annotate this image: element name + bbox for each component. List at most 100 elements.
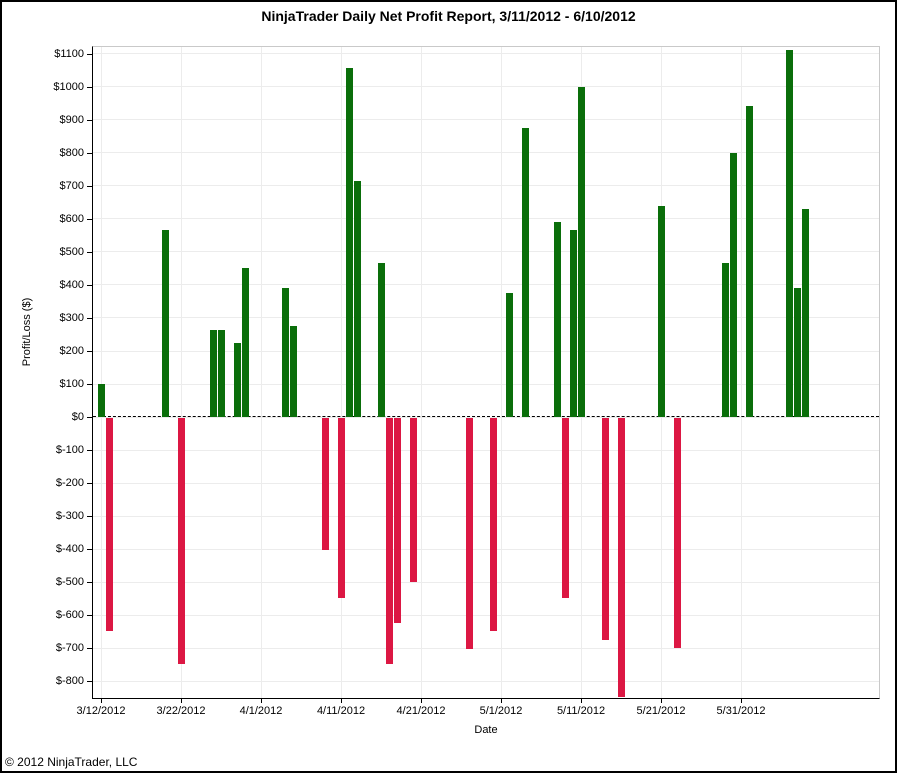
h-gridline xyxy=(93,680,879,682)
y-tick-label: $-100 xyxy=(55,444,84,457)
y-tick-label: $800 xyxy=(59,146,84,159)
profit-bar xyxy=(353,180,361,418)
y-tick-label: $900 xyxy=(59,113,84,126)
h-gridline xyxy=(93,581,879,583)
x-tick-label: 5/11/2012 xyxy=(556,705,606,717)
h-gridline xyxy=(93,515,879,517)
profit-bar xyxy=(281,288,289,418)
profit-bar xyxy=(553,222,561,418)
profit-bar xyxy=(505,293,513,418)
y-tick-label: $-700 xyxy=(55,642,84,655)
profit-bar xyxy=(97,384,105,418)
y-tick xyxy=(87,450,92,452)
y-tick xyxy=(87,86,92,88)
profit-bar xyxy=(233,342,241,418)
y-tick xyxy=(87,648,92,650)
v-gridline xyxy=(340,47,342,698)
y-tick xyxy=(87,284,92,286)
h-gridline xyxy=(93,53,879,55)
y-tick-label: $-300 xyxy=(55,510,84,523)
v-gridline xyxy=(740,47,742,698)
loss-bar xyxy=(409,418,417,582)
loss-bar xyxy=(385,418,393,665)
copyright-text: © 2012 NinjaTrader, LLC xyxy=(5,755,138,769)
report-title: NinjaTrader Daily Net Profit Report, 3/1… xyxy=(261,8,636,24)
y-tick-label: $100 xyxy=(59,378,84,391)
h-gridline xyxy=(93,251,879,253)
loss-bar xyxy=(105,418,113,632)
h-gridline xyxy=(93,152,879,154)
y-tick-label: $-500 xyxy=(55,576,84,589)
y-tick xyxy=(87,351,92,353)
h-gridline xyxy=(93,119,879,121)
y-tick xyxy=(87,53,92,55)
y-tick xyxy=(87,417,92,419)
profit-bar xyxy=(793,288,801,418)
y-tick-label: $700 xyxy=(59,179,84,192)
x-tick-label: 4/1/2012 xyxy=(239,705,283,717)
y-tick xyxy=(87,185,92,187)
x-tick xyxy=(181,699,182,703)
loss-bar xyxy=(673,418,681,648)
h-gridline xyxy=(93,548,879,550)
loss-bar xyxy=(177,418,185,665)
y-tick-label: $1100 xyxy=(54,47,84,60)
h-gridline xyxy=(93,614,879,616)
plot-area: $1100 $1000 $900 $800 $700 $600 $500 $400 $300 $2… xyxy=(53,46,880,717)
profit-bar xyxy=(721,263,729,418)
y-tick xyxy=(87,615,92,617)
y-tick xyxy=(87,681,92,683)
loss-bar xyxy=(321,418,329,551)
y-tick-label: $-400 xyxy=(55,543,84,556)
profit-bar xyxy=(785,50,793,418)
h-gridline xyxy=(93,86,879,88)
v-gridline xyxy=(420,47,422,698)
v-gridline xyxy=(100,47,102,698)
loss-bar xyxy=(561,418,569,599)
loss-bar xyxy=(489,418,497,632)
x-tick-label: 3/12/2012 xyxy=(76,705,126,717)
h-gridline xyxy=(93,317,879,319)
v-gridline xyxy=(260,47,262,698)
y-tick-label: $600 xyxy=(59,212,84,225)
y-tick-label: $300 xyxy=(59,311,84,324)
x-tick xyxy=(741,699,742,703)
y-tick xyxy=(87,119,92,121)
y-tick xyxy=(87,152,92,154)
h-gridline xyxy=(93,383,879,385)
y-tick xyxy=(87,251,92,253)
h-gridline xyxy=(93,185,879,187)
x-tick xyxy=(341,699,342,703)
y-tick-label: $0 xyxy=(71,411,84,424)
h-gridline xyxy=(93,218,879,220)
y-axis-title: Profit/Loss ($) xyxy=(21,297,33,367)
h-gridline xyxy=(93,449,879,451)
loss-bar xyxy=(337,418,345,599)
x-tick-label: 3/22/2012 xyxy=(156,705,206,717)
x-tick-label: 5/31/2012 xyxy=(716,705,766,717)
y-tick xyxy=(87,582,92,584)
x-tick xyxy=(421,699,422,703)
zero-line xyxy=(93,416,879,418)
y-tick-label: $500 xyxy=(59,245,84,258)
x-tick-label: 4/21/2012 xyxy=(396,705,446,717)
profit-bar xyxy=(569,230,577,418)
y-tick-label: $-800 xyxy=(55,675,84,688)
profit-bar xyxy=(289,326,297,418)
loss-bar xyxy=(601,418,609,640)
profit-bar xyxy=(801,208,809,418)
h-gridline xyxy=(93,350,879,352)
x-axis-title: Date xyxy=(474,724,498,736)
x-tick-label: 5/21/2012 xyxy=(636,705,686,717)
v-gridline xyxy=(500,47,502,698)
x-tick xyxy=(501,699,502,703)
profit-bar xyxy=(217,329,225,418)
y-tick-label: $1000 xyxy=(53,80,84,93)
profit-bar xyxy=(377,263,385,418)
x-tick xyxy=(661,699,662,703)
profit-bar xyxy=(745,106,753,418)
y-tick xyxy=(87,516,92,518)
v-gridline xyxy=(180,47,182,698)
loss-bar xyxy=(465,418,473,650)
